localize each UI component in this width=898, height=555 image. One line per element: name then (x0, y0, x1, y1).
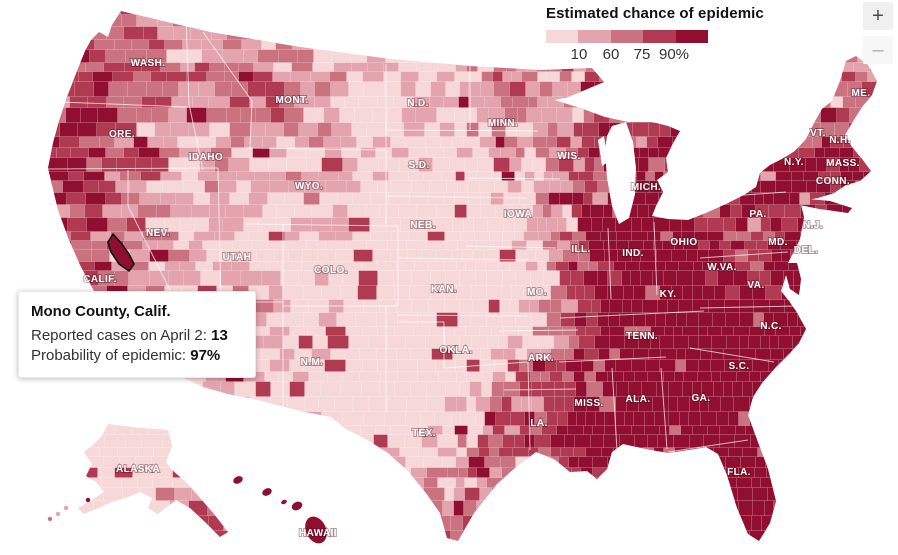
state-label: PA. (749, 209, 766, 220)
map-zoom-controls: + – (863, 2, 893, 64)
state-label: HAWAII (299, 528, 337, 539)
state-label: CONN. (816, 176, 850, 187)
state-label: W.VA. (707, 262, 737, 273)
zoom-in-button[interactable]: + (863, 2, 893, 30)
state-label: FLA. (727, 467, 751, 478)
state-borders (47, 15, 797, 453)
state-label: N.C. (760, 321, 782, 332)
state-label: TENN. (626, 331, 658, 342)
state-label: VA. (747, 280, 764, 291)
state-label: MICH. (631, 182, 661, 193)
legend-tick: 60 (602, 46, 620, 63)
state-label: S.D. (408, 160, 429, 171)
state-labels: WASH. ORE. CALIF. NEV. IDAHO MONT. WYO. UTAH COL… (82, 57, 871, 540)
hawaii-islands[interactable] (232, 475, 331, 547)
state-label: MO. (527, 287, 547, 298)
state-label: OHIO (670, 237, 697, 248)
state-label: MASS. (826, 158, 860, 169)
legend-swatch (643, 30, 676, 43)
state-label: NEV. (146, 228, 170, 239)
legend-tick: 10 (570, 46, 588, 63)
hawaii-island[interactable] (301, 513, 331, 547)
state-label: MISS. (574, 398, 603, 409)
state-label: S.C. (728, 361, 749, 372)
state-label: VT. (810, 128, 826, 139)
state-label: IDAHO (189, 152, 223, 163)
great-lakes (598, 122, 636, 224)
tooltip-cases-row: Reported cases on April 2: 13 (31, 326, 228, 344)
state-label: NEB. (410, 220, 436, 231)
lake-michigan (605, 122, 636, 224)
state-label: COLO. (314, 265, 348, 276)
state-label: ILL. (571, 244, 590, 255)
state-label: CALIF. (83, 274, 117, 285)
legend-color-scale (546, 30, 709, 43)
state-label: LA. (530, 418, 547, 429)
state-label: WIS. (557, 151, 580, 162)
state-label: N.J. (803, 220, 823, 231)
state-label: IND. (622, 248, 644, 259)
tooltip-county-name: Mono County, Calif. (31, 303, 171, 320)
legend-swatch (610, 30, 644, 43)
legend: Estimated chance of epidemic 10 60 75 90% (546, 5, 766, 64)
zoom-out-button[interactable]: – (863, 36, 893, 64)
hawaii-island[interactable] (232, 475, 244, 486)
green-bay (598, 136, 608, 166)
hawaii-island[interactable] (261, 487, 273, 498)
state-label: OKLA. (439, 345, 472, 356)
state-label: UTAH (223, 252, 252, 263)
state-label: N.H. (829, 135, 851, 146)
aleutian-islands (47, 497, 91, 522)
state-label: WYO. (295, 181, 323, 192)
state-label: KY. (660, 289, 677, 300)
state-label: IOWA (504, 209, 532, 220)
tooltip-probability-row: Probability of epidemic: 97% (31, 347, 221, 365)
legend-swatch (578, 30, 611, 43)
state-label: MINN. (488, 118, 518, 129)
selected-county-mono[interactable] (107, 233, 135, 272)
legend-swatch (675, 30, 709, 43)
state-label: TEX. (412, 428, 436, 439)
legend-title: Estimated chance of epidemic (546, 5, 764, 22)
tooltip-probability-value: 97% (190, 347, 221, 365)
county-tooltip: Mono County, Calif. Reported cases on Ap… (18, 291, 256, 379)
state-label: N.D. (407, 98, 429, 109)
state-label: ME. (852, 88, 871, 99)
state-label: N.M. (301, 357, 324, 368)
state-label: ALASKA (116, 464, 160, 475)
state-label: KAN. (431, 284, 457, 295)
state-label: ALA. (626, 394, 651, 405)
state-label: MD. (768, 237, 788, 248)
hawaii-island[interactable] (280, 499, 287, 505)
legend-tick: 75 (633, 46, 651, 63)
legend-tick: 90% (658, 46, 690, 63)
state-label: ORE. (109, 129, 135, 140)
legend-tick-labels: 10 60 75 90% (546, 46, 766, 64)
legend-swatch (546, 30, 579, 43)
state-label: GA. (692, 393, 711, 404)
state-label: WASH. (131, 58, 166, 69)
state-label: DEL. (794, 245, 818, 256)
state-label: N.Y. (784, 157, 804, 168)
tooltip-cases-value: 13 (211, 326, 228, 344)
state-label: ARK. (528, 353, 554, 364)
hawaii-island[interactable] (290, 500, 303, 512)
state-label: MONT. (275, 95, 308, 106)
